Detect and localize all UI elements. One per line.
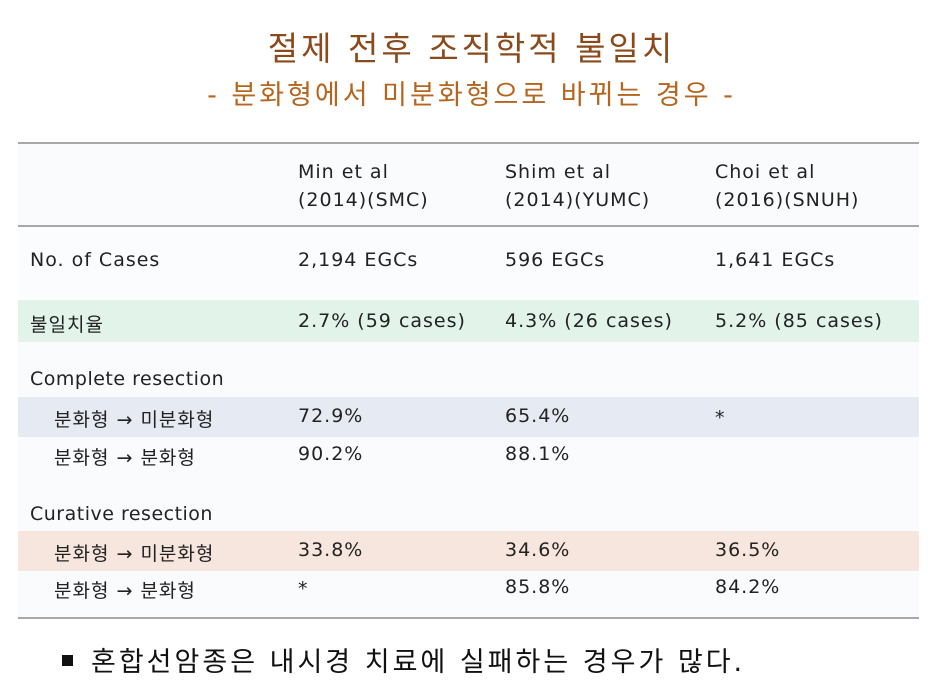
row-label-complete-undiff: 분화형 → 미분화형 — [54, 409, 215, 431]
cell-discordance-shim: 4.3% (26 cases) — [505, 310, 673, 332]
table-top-rule — [18, 142, 919, 144]
section-band-complete — [18, 342, 919, 397]
row-label-complete-diff: 분화형 → 분화형 — [54, 447, 196, 469]
cell-complete-undiff-choi: * — [715, 407, 726, 429]
table-row-complete-undiff-band — [18, 397, 919, 437]
column-header-choi: Choi et al (2016)(SNUH) — [715, 158, 859, 214]
column-header-choi-line1: Choi et al — [715, 161, 816, 183]
section-label-curative: Curative resection — [30, 503, 213, 525]
cell-curative-undiff-min: 33.8% — [298, 539, 364, 561]
cell-discordance-min: 2.7% (59 cases) — [298, 310, 466, 332]
column-header-min-line1: Min et al — [298, 161, 389, 183]
row-label-curative-undiff: 분화형 → 미분화형 — [54, 543, 215, 565]
cell-cases-min: 2,194 EGCs — [298, 249, 419, 271]
square-bullet-icon — [62, 655, 73, 666]
cell-curative-undiff-shim: 34.6% — [505, 539, 571, 561]
cell-complete-undiff-min: 72.9% — [298, 405, 364, 427]
section-band-curative — [18, 437, 919, 531]
bullet-text: 혼합선암종은 내시경 치료에 실패하는 경우가 많다. — [91, 647, 746, 678]
table-bottom-rule — [18, 617, 919, 619]
cell-complete-diff-shim: 88.1% — [505, 443, 571, 465]
row-label-cases: No. of Cases — [30, 249, 161, 271]
section-label-complete: Complete resection — [30, 368, 225, 390]
column-header-min: Min et al (2014)(SMC) — [298, 158, 429, 214]
row-label-curative-diff: 분화형 → 분화형 — [54, 580, 196, 602]
slide-title: 절제 전후 조직학적 불일치 — [267, 29, 676, 68]
cell-discordance-choi: 5.2% (85 cases) — [715, 310, 883, 332]
row-label-discordance: 불일치율 — [30, 314, 104, 336]
table-header-rule — [18, 225, 919, 227]
column-header-shim-line1: Shim et al — [505, 161, 612, 183]
cell-cases-shim: 596 EGCs — [505, 249, 606, 271]
cell-curative-diff-min: * — [298, 578, 309, 600]
column-header-choi-line2: (2016)(SNUH) — [715, 189, 860, 211]
bullet-point: 혼합선암종은 내시경 치료에 실패하는 경우가 많다. — [62, 640, 745, 679]
cell-complete-diff-min: 90.2% — [298, 443, 364, 465]
column-header-shim-line2: (2014)(YUMC) — [505, 189, 651, 211]
cell-complete-undiff-shim: 65.4% — [505, 405, 571, 427]
cell-curative-diff-shim: 85.8% — [505, 576, 571, 598]
table-header-row — [18, 144, 919, 225]
table-row-curative-diff-band — [18, 571, 919, 617]
slide-subtitle: - 분화형에서 미분화형으로 바뀌는 경우 - — [207, 80, 736, 111]
table-row-curative-undiff-band — [18, 531, 919, 571]
table-row-discordance-band — [18, 300, 919, 342]
cell-curative-diff-choi: 84.2% — [715, 576, 781, 598]
cell-curative-undiff-choi: 36.5% — [715, 539, 781, 561]
table-row-cases-band — [18, 227, 919, 297]
column-header-shim: Shim et al (2014)(YUMC) — [505, 158, 650, 214]
cell-cases-choi: 1,641 EGCs — [715, 249, 836, 271]
column-header-min-line2: (2014)(SMC) — [298, 189, 429, 211]
